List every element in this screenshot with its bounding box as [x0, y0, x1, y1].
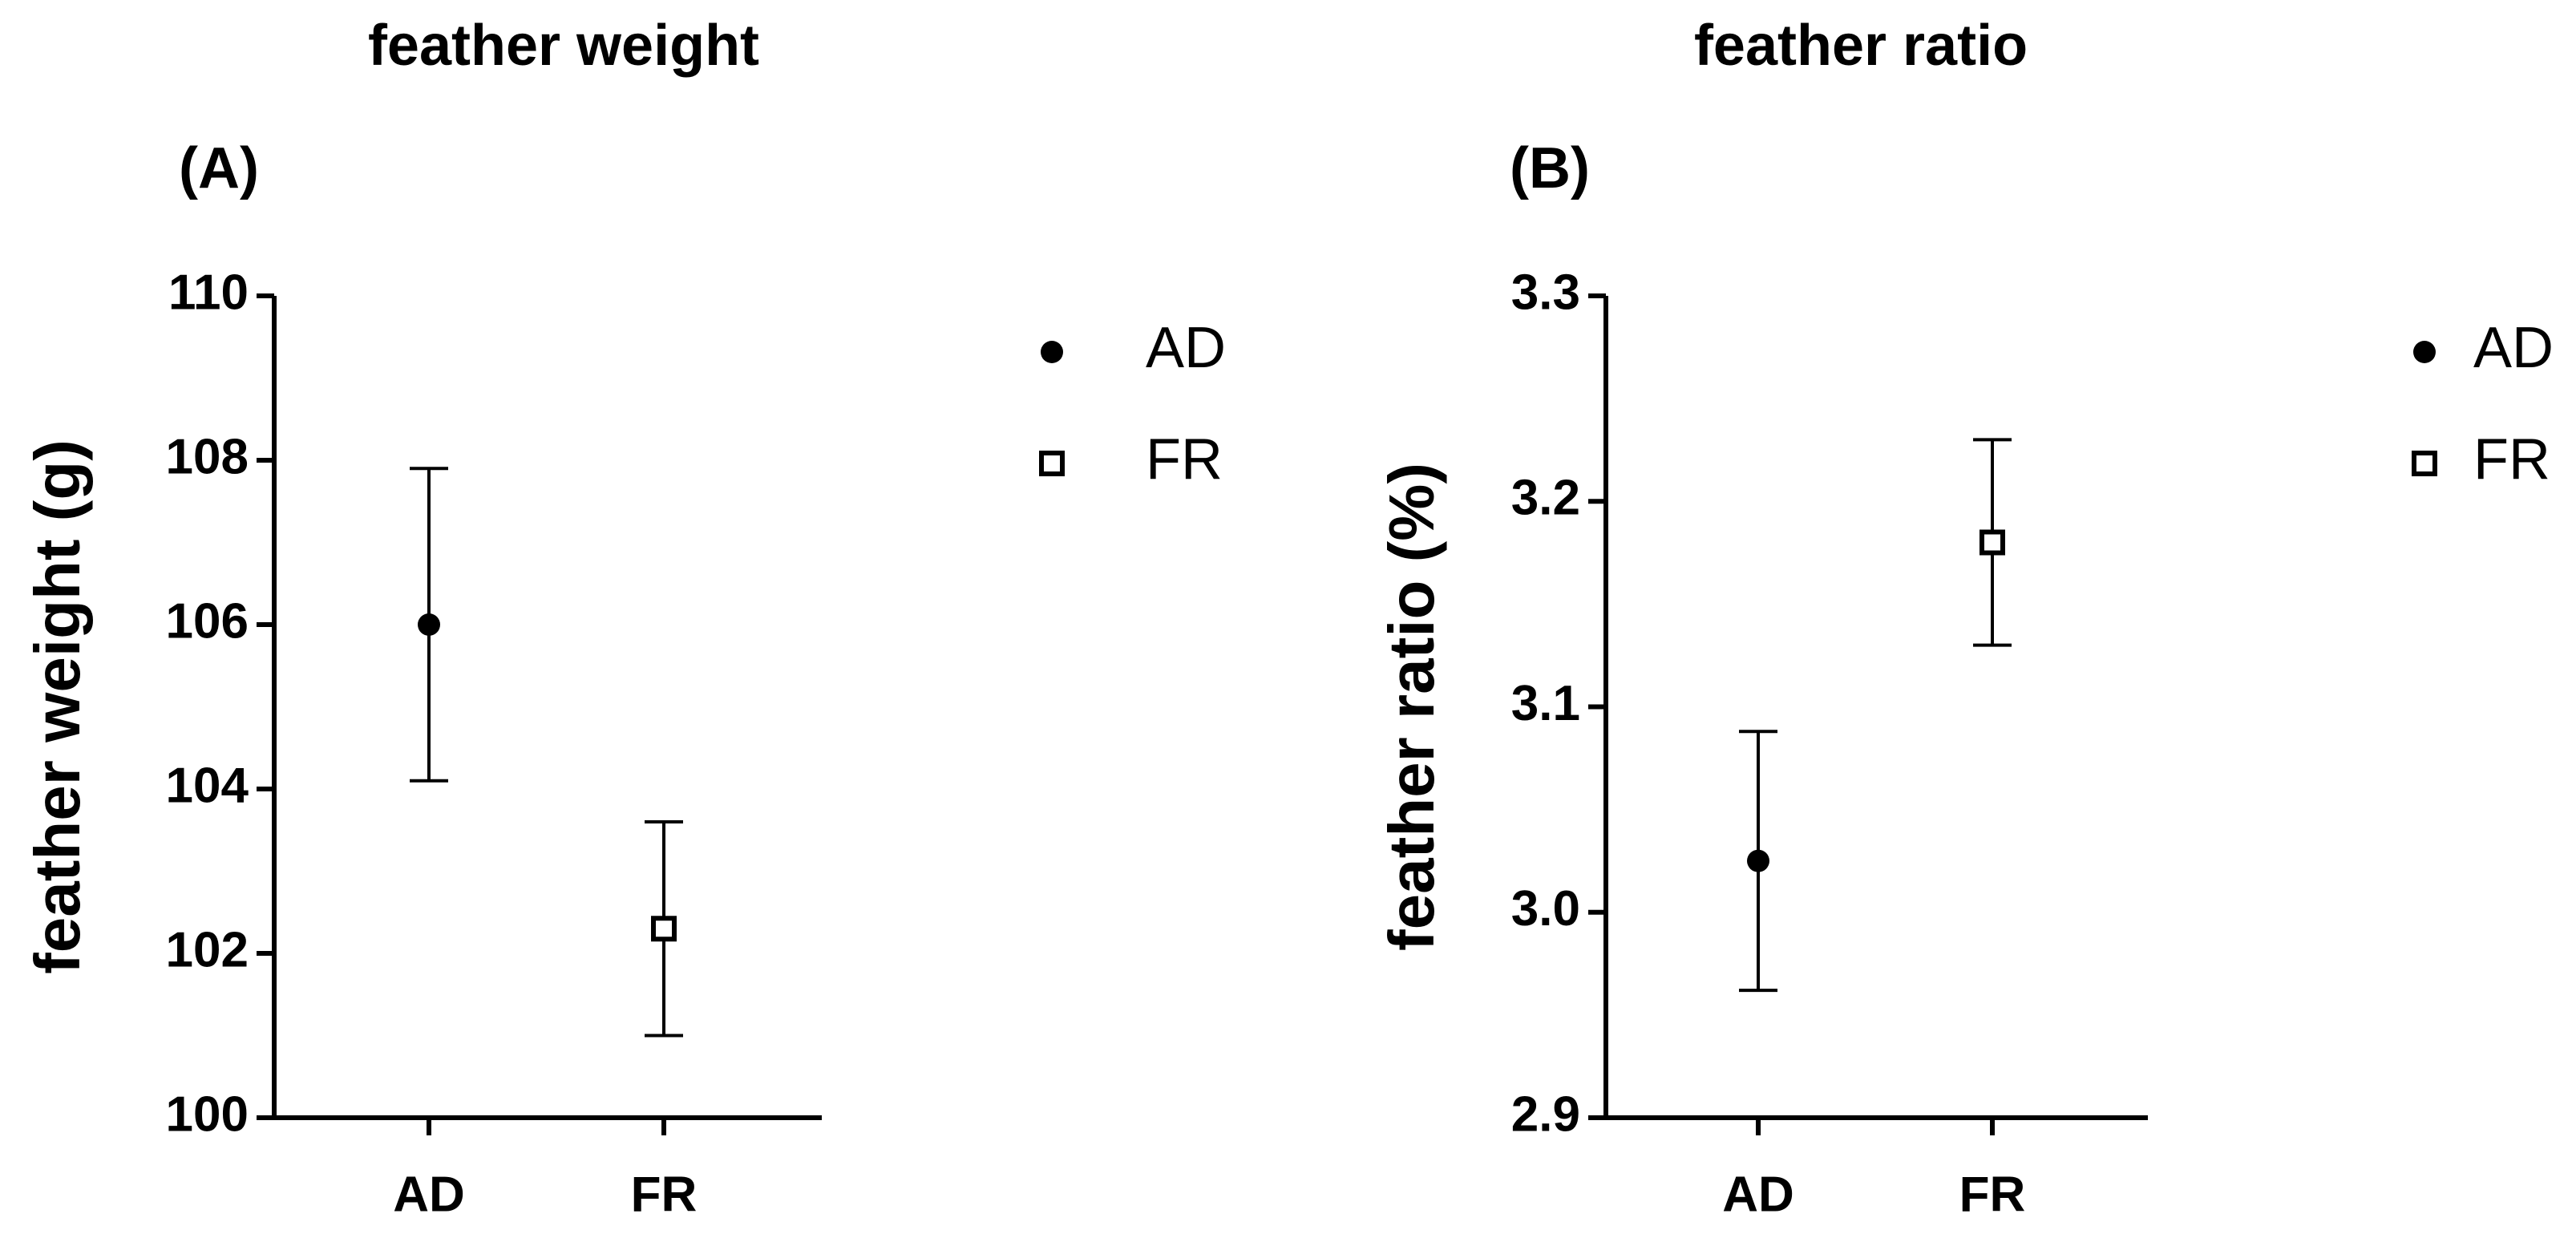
data-point: [651, 916, 677, 942]
y-tick-label: 3.2: [1511, 471, 1580, 526]
legend-marker: [1039, 451, 1065, 476]
data-point: [1980, 529, 2005, 556]
legend-label: FR: [2473, 427, 2550, 492]
y-tick-label: 106: [166, 593, 249, 649]
y-tick-label: 104: [166, 758, 249, 813]
y-axis-label: feather weight (g): [22, 439, 93, 974]
y-tick-label: 100: [166, 1086, 249, 1142]
x-tick-label: AD: [1722, 1167, 1794, 1222]
y-tick-label: 102: [166, 922, 249, 977]
x-tick-label: FR: [631, 1167, 698, 1222]
chart-title: feather ratio: [1694, 14, 2028, 78]
data-point: [1747, 849, 1769, 872]
y-tick-label: 3.0: [1511, 881, 1580, 937]
legend-label: AD: [1146, 316, 1226, 380]
legend-marker: [2413, 341, 2436, 363]
y-tick-label: 110: [168, 265, 249, 320]
legend-label: AD: [2473, 316, 2554, 380]
y-tick-label: 3.1: [1511, 676, 1580, 731]
legend-marker: [2412, 451, 2437, 476]
data-point: [418, 613, 440, 636]
x-tick-label: FR: [1959, 1167, 2026, 1222]
y-axis-label: feather ratio (%): [1376, 463, 1447, 951]
panel-label: (A): [179, 136, 259, 200]
panel-label: (B): [1510, 136, 1590, 200]
y-tick-label: 2.9: [1511, 1086, 1580, 1142]
y-tick-label: 108: [166, 429, 249, 484]
x-tick-label: AD: [393, 1167, 465, 1222]
chart-title: feather weight: [368, 14, 759, 78]
y-tick-label: 3.3: [1511, 265, 1580, 320]
legend-marker: [1041, 341, 1063, 363]
legend-label: FR: [1146, 427, 1223, 492]
